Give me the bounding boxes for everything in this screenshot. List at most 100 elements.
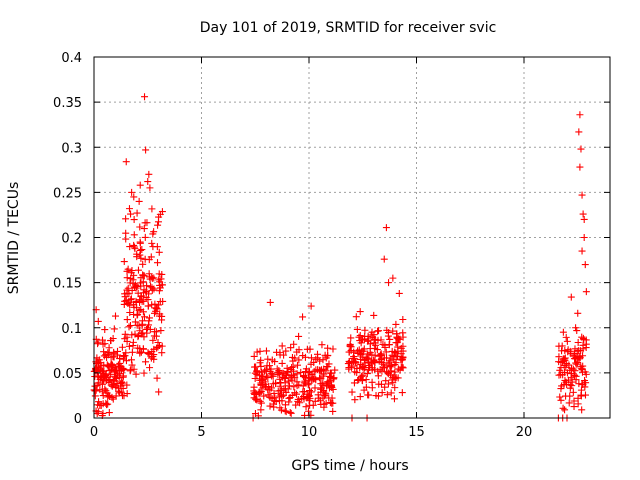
data-point — [291, 389, 299, 397]
data-point — [105, 378, 113, 386]
data-point — [394, 365, 402, 373]
data-point — [302, 403, 310, 411]
data-point — [159, 297, 167, 305]
data-point — [155, 213, 163, 221]
data-point — [128, 361, 136, 369]
data-point — [92, 364, 100, 372]
data-point — [130, 231, 138, 239]
data-point — [94, 379, 102, 387]
data-point — [575, 347, 583, 355]
data-point — [569, 388, 577, 396]
data-point — [354, 347, 362, 355]
data-point — [251, 375, 259, 383]
data-point — [395, 289, 403, 297]
data-point — [120, 365, 128, 373]
data-point — [290, 340, 298, 348]
data-point — [296, 399, 304, 407]
data-point — [314, 391, 322, 399]
data-point — [154, 221, 162, 229]
data-point — [566, 366, 574, 374]
data-point — [126, 309, 134, 317]
data-point — [117, 388, 125, 396]
data-point — [565, 399, 573, 407]
data-point — [258, 375, 266, 383]
data-point — [282, 371, 290, 379]
data-point — [141, 233, 149, 241]
data-point — [347, 334, 355, 342]
data-point — [381, 343, 389, 351]
data-point — [122, 357, 130, 365]
data-point — [285, 398, 293, 406]
data-point — [274, 371, 282, 379]
data-point — [282, 408, 290, 416]
data-point — [136, 348, 144, 356]
data-point — [145, 270, 153, 278]
data-point — [101, 326, 109, 334]
data-point — [158, 270, 166, 278]
data-point — [104, 362, 112, 370]
data-point — [136, 279, 144, 287]
y-tick-label: 0.2 — [61, 232, 82, 247]
data-point — [386, 354, 394, 362]
data-point — [310, 367, 318, 375]
data-point — [136, 238, 144, 246]
data-point — [558, 347, 566, 355]
y-axis: 0 0.05 0.1 0.15 0.2 0.25 0.3 0.35 0.4 — [53, 51, 610, 427]
data-point — [129, 338, 137, 346]
data-point — [366, 345, 374, 353]
data-point — [265, 383, 273, 391]
data-point — [123, 390, 131, 398]
data-point — [362, 376, 370, 384]
data-point — [556, 393, 564, 401]
data-point — [98, 380, 106, 388]
x-tick-label: 10 — [301, 425, 318, 440]
data-point — [578, 406, 586, 414]
data-point — [118, 379, 126, 387]
data-point — [122, 215, 130, 223]
data-point — [121, 352, 129, 360]
data-point — [328, 394, 336, 402]
data-point — [314, 350, 321, 358]
data-point — [139, 308, 147, 316]
data-point — [94, 408, 102, 416]
data-point — [253, 348, 261, 356]
data-point — [579, 345, 587, 353]
data-point — [280, 351, 288, 359]
data-point — [124, 284, 132, 292]
data-point — [391, 384, 399, 392]
data-point — [330, 375, 338, 383]
data-point — [259, 376, 267, 384]
data-point — [158, 342, 166, 350]
data-point — [579, 210, 587, 218]
data-point — [347, 363, 355, 371]
data-point — [133, 304, 141, 312]
data-point — [345, 348, 353, 356]
data-point — [271, 358, 279, 366]
data-point — [252, 395, 260, 403]
data-point — [582, 379, 590, 387]
data-point — [581, 368, 589, 376]
data-point — [281, 407, 289, 415]
y-tick-label: 0.4 — [61, 51, 82, 66]
data-point — [309, 401, 317, 409]
data-point — [317, 400, 325, 408]
y-tick-label: 0.35 — [53, 96, 82, 111]
data-point — [273, 365, 281, 373]
data-point — [387, 367, 395, 375]
data-point — [569, 365, 577, 373]
data-point — [128, 267, 136, 275]
data-point — [281, 401, 289, 409]
data-point — [571, 345, 579, 353]
data-point — [563, 337, 571, 345]
data-point — [134, 266, 142, 274]
data-point — [582, 340, 590, 348]
data-point — [385, 279, 393, 287]
data-point — [378, 389, 386, 397]
data-point — [100, 352, 108, 360]
data-point — [130, 241, 138, 249]
data-point — [132, 284, 140, 292]
data-point — [316, 374, 324, 382]
data-point — [329, 407, 337, 415]
data-point — [377, 380, 385, 388]
data-point — [304, 381, 312, 389]
